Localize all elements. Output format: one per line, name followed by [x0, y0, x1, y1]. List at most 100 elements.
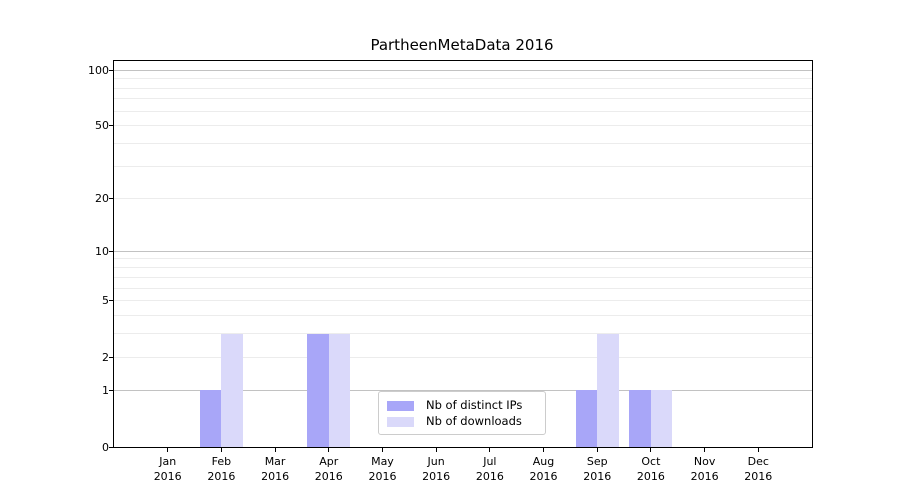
x-tick-mark [596, 447, 598, 452]
x-tick-label: Jul 2016 [460, 454, 520, 484]
x-tick-label: May 2016 [352, 454, 412, 484]
x-tick-label: Feb 2016 [191, 454, 251, 484]
y-tick-mark [109, 356, 114, 358]
chart-title: PartheenMetaData 2016 [370, 36, 554, 54]
x-tick-year: 2016 [475, 470, 504, 483]
x-tick-mark [167, 447, 169, 452]
legend-swatch [387, 400, 414, 411]
x-tick-label: Apr 2016 [299, 454, 359, 484]
legend-label: Nb of distinct IPs [426, 398, 523, 412]
y-tick-mark [109, 125, 114, 127]
bar-downloads [597, 333, 619, 447]
x-tick-month: Sep [586, 455, 608, 468]
minor-gridline [114, 287, 812, 289]
x-tick-label: Jan 2016 [138, 454, 198, 484]
x-tick-label: Nov 2016 [675, 454, 735, 484]
x-tick-month: Apr [319, 455, 339, 468]
x-tick-mark [543, 447, 545, 452]
x-tick-month: May [371, 455, 394, 468]
x-tick-year: 2016 [744, 470, 773, 483]
minor-gridline [114, 125, 812, 127]
x-tick-year: 2016 [529, 470, 558, 483]
bar-distinct-ips [575, 390, 598, 447]
y-tick-label: 2 [102, 350, 109, 364]
legend-entry: Nb of downloads [387, 414, 537, 429]
y-tick-label: 50 [95, 119, 109, 133]
x-tick-year: 2016 [314, 470, 343, 483]
x-tick-year: 2016 [153, 470, 182, 483]
x-tick-month: Dec [747, 455, 769, 468]
legend-entry: Nb of distinct IPs [387, 398, 537, 413]
minor-gridline [114, 258, 812, 260]
minor-gridline [114, 78, 812, 80]
minor-gridline [114, 315, 812, 317]
y-tick-label: 0 [102, 440, 109, 454]
x-tick-label: Mar 2016 [245, 454, 305, 484]
x-tick-year: 2016 [207, 470, 236, 483]
x-tick-mark [274, 447, 276, 452]
x-tick-month: Feb [211, 455, 232, 468]
y-tick-label: 1 [102, 383, 109, 397]
x-tick-month: Jul [483, 455, 497, 468]
x-tick-year: 2016 [368, 470, 397, 483]
legend-swatch [387, 416, 414, 427]
x-tick-year: 2016 [583, 470, 612, 483]
x-tick-month: Oct [641, 455, 661, 468]
x-tick-month: Jan [159, 455, 177, 468]
x-tick-label: Dec 2016 [728, 454, 788, 484]
minor-gridline [114, 165, 812, 167]
minor-gridline [114, 143, 812, 145]
y-tick-mark [109, 250, 114, 252]
x-tick-mark [757, 447, 759, 452]
x-tick-month: Jun [427, 455, 445, 468]
bar-distinct-ips [199, 390, 222, 447]
y-tick-label: 100 [88, 63, 109, 77]
x-tick-mark [435, 447, 437, 452]
y-tick-mark [109, 300, 114, 302]
y-tick-mark [109, 446, 114, 448]
x-tick-year: 2016 [422, 470, 451, 483]
y-tick-label: 20 [95, 191, 109, 205]
x-tick-label: Aug 2016 [514, 454, 574, 484]
bar-distinct-ips [307, 333, 329, 447]
legend: Nb of distinct IPs Nb of downloads [378, 391, 546, 435]
x-tick-mark [381, 447, 383, 452]
major-gridline [114, 389, 812, 391]
x-tick-year: 2016 [636, 470, 665, 483]
bar-downloads [328, 333, 351, 447]
x-tick-mark [328, 447, 330, 452]
bar-downloads [221, 333, 243, 447]
y-tick-mark [109, 69, 114, 71]
x-tick-mark [704, 447, 706, 452]
minor-gridline [114, 87, 812, 89]
bar-downloads [650, 390, 673, 447]
y-tick-label: 5 [102, 294, 109, 308]
minor-gridline [114, 356, 812, 358]
minor-gridline [114, 267, 812, 268]
x-tick-month: Mar [264, 455, 286, 468]
y-tick-mark [109, 389, 114, 391]
x-tick-month: Aug [532, 455, 555, 468]
y-tick-label: 10 [95, 244, 109, 258]
x-tick-mark [650, 447, 652, 452]
legend-label: Nb of downloads [426, 414, 522, 428]
minor-gridline [114, 300, 812, 302]
minor-gridline [114, 197, 812, 199]
major-gridline [114, 250, 812, 252]
x-tick-label: Oct 2016 [621, 454, 681, 484]
x-tick-label: Sep 2016 [567, 454, 627, 484]
y-tick-mark [109, 197, 114, 199]
x-tick-year: 2016 [690, 470, 719, 483]
minor-gridline [114, 98, 812, 100]
x-tick-mark [220, 447, 222, 452]
x-tick-year: 2016 [261, 470, 290, 483]
plot-area: 0 1 2 5 10 20 50 100 Jan 2016 Feb 2016 Mar 2016 Apr 201… [88, 60, 813, 483]
minor-gridline [114, 333, 812, 335]
x-tick-label: Jun 2016 [406, 454, 466, 484]
minor-gridline [114, 276, 812, 278]
x-tick-month: Nov [693, 455, 716, 468]
x-tick-mark [489, 447, 491, 452]
major-gridline [114, 69, 812, 71]
minor-gridline [114, 110, 812, 112]
